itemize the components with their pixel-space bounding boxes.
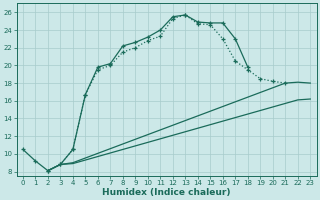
X-axis label: Humidex (Indice chaleur): Humidex (Indice chaleur) [102, 188, 231, 197]
